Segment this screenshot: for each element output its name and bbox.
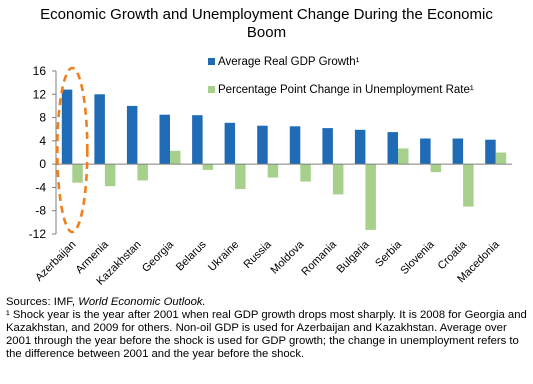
bar-gdp-growth bbox=[452, 138, 464, 165]
x-tick-label: Ukraine bbox=[206, 239, 241, 274]
bar-unemployment-change bbox=[72, 164, 83, 183]
chart-title: Economic Growth and Unemployment Change … bbox=[0, 6, 533, 42]
chart-title-line-1: Economic Growth and Unemployment Change … bbox=[40, 6, 493, 23]
legend-swatch bbox=[208, 58, 215, 65]
chart-notes: Sources: IMF, World Economic Outlook. ¹ … bbox=[6, 296, 528, 361]
bar-gdp-growth bbox=[387, 132, 398, 165]
legend: Average Real GDP Growth¹ Percentage Point… bbox=[208, 56, 474, 96]
sources-title: World Economic Outlook. bbox=[78, 296, 206, 308]
bar-unemployment-change bbox=[430, 164, 442, 173]
bar-gdp-growth bbox=[257, 125, 268, 165]
legend-label: Average Real GDP Growth¹ bbox=[218, 56, 360, 68]
bar-unemployment-change bbox=[267, 164, 279, 178]
bar-gdp-growth bbox=[159, 114, 170, 165]
x-tick-label: Georgia bbox=[140, 238, 177, 275]
footnote: ¹ Shock year is the year after 2001 when… bbox=[6, 309, 527, 360]
y-tick-label: -12 bbox=[29, 227, 47, 241]
x-tick-label: Bulgaria bbox=[335, 238, 373, 276]
bar-unemployment-change bbox=[463, 164, 474, 207]
bar-gdp-growth bbox=[192, 115, 203, 165]
bar-gdp-growth bbox=[94, 94, 105, 165]
y-tick-label: 4 bbox=[39, 134, 46, 148]
x-tick-label: Slovenia bbox=[398, 238, 437, 277]
bar-unemployment-change bbox=[202, 164, 214, 170]
bar-unemployment-change bbox=[137, 164, 148, 181]
bar-gdp-growth bbox=[485, 139, 496, 165]
x-tick-label: Romania bbox=[299, 238, 339, 278]
bar-gdp-growth bbox=[354, 129, 366, 165]
highlight-ellipse bbox=[56, 66, 89, 234]
sources-prefix: Sources: IMF, bbox=[6, 296, 79, 308]
y-tick-label: 8 bbox=[39, 111, 46, 125]
bar-gdp-growth bbox=[224, 122, 236, 165]
bar-unemployment-change bbox=[170, 150, 181, 165]
annotations bbox=[56, 66, 89, 234]
sources-line: Sources: IMF, World Economic Outlook. bbox=[6, 296, 528, 309]
bars bbox=[61, 89, 507, 230]
y-tick-label: 16 bbox=[33, 64, 47, 78]
bar-unemployment-change bbox=[398, 148, 409, 165]
y-tick-label: 0 bbox=[39, 157, 46, 171]
legend-label: Percentage Point Change in Unemployment … bbox=[218, 84, 474, 96]
y-tick-label: 12 bbox=[33, 87, 47, 101]
legend-swatch bbox=[208, 86, 215, 93]
bar-unemployment-change bbox=[104, 164, 116, 187]
y-tick-label: -8 bbox=[35, 204, 46, 218]
bar-gdp-growth bbox=[126, 105, 138, 165]
y-axis: 16 12 8 4 0 -4 -8 -12 bbox=[29, 64, 57, 241]
bar-gdp-growth bbox=[420, 138, 431, 165]
x-tick-label: Belarus bbox=[174, 238, 209, 273]
bar-gdp-growth bbox=[322, 128, 333, 165]
bar-unemployment-change bbox=[332, 164, 344, 195]
x-tick-label: Azerbaijan bbox=[33, 239, 78, 284]
y-tick-label: -4 bbox=[35, 180, 46, 194]
bar-unemployment-change bbox=[495, 152, 507, 165]
x-tick-label: Serbia bbox=[373, 238, 405, 270]
bar-gdp-growth bbox=[61, 89, 73, 165]
bar-unemployment-change bbox=[365, 164, 376, 230]
chart-title-line-2: Boom bbox=[246, 24, 287, 41]
bar-unemployment-change bbox=[235, 164, 246, 190]
bar-unemployment-change bbox=[300, 164, 311, 182]
bar-gdp-growth bbox=[289, 126, 301, 165]
